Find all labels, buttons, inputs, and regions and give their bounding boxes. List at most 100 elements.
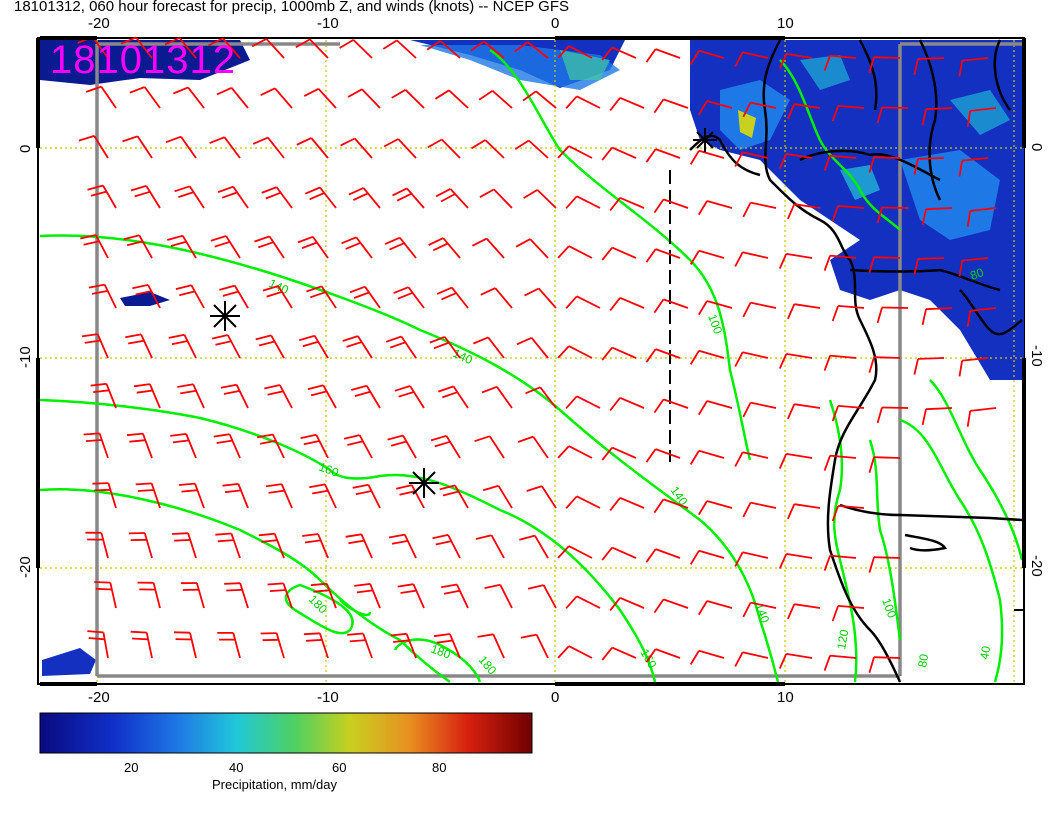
wind-barb xyxy=(516,336,549,359)
wind-barb xyxy=(477,633,505,659)
wind-barb xyxy=(868,456,901,473)
wind-barb xyxy=(868,156,901,173)
wind-barb xyxy=(264,384,293,409)
wind-barb xyxy=(251,38,285,59)
wind-barb xyxy=(823,54,857,71)
lon-tick-top: 0 xyxy=(551,15,559,32)
wind-barb xyxy=(601,346,637,361)
colorbar-tick: 40 xyxy=(229,760,243,775)
colorbar-tick: 60 xyxy=(332,760,346,775)
wind-barb xyxy=(397,583,425,609)
wind-barb xyxy=(921,207,953,225)
wind-barb xyxy=(92,482,117,509)
wind-barb xyxy=(778,653,813,669)
wind-barb xyxy=(87,630,109,659)
wind-barb xyxy=(261,186,293,209)
wind-barb xyxy=(471,237,505,259)
wind-barb xyxy=(831,105,865,122)
wind-barb xyxy=(868,356,901,373)
wind-barb xyxy=(310,582,337,609)
wind-barb xyxy=(742,501,777,518)
wind-barb xyxy=(645,48,681,63)
wind-barb xyxy=(393,286,425,309)
wind-barb xyxy=(778,53,813,69)
wind-barb xyxy=(173,631,197,659)
contour-label: 80 xyxy=(915,653,931,669)
wind-barb xyxy=(174,185,205,209)
wind-barb xyxy=(601,546,637,561)
wind-barb xyxy=(609,96,645,111)
wind-barb xyxy=(390,632,417,659)
wind-barb xyxy=(471,139,505,159)
wind-barb xyxy=(601,146,637,161)
wind-barb xyxy=(523,189,557,209)
wind-barb xyxy=(645,148,681,163)
lat-tick-right: -10 xyxy=(1028,345,1045,367)
wind-barb xyxy=(168,333,197,359)
wind-barb xyxy=(85,531,109,559)
wind-barb xyxy=(823,554,857,571)
wind-barb xyxy=(645,448,681,463)
wind-barb xyxy=(128,532,153,559)
low-marker xyxy=(409,468,439,498)
contour-label: 100 xyxy=(879,596,899,620)
lat-tick-right: -20 xyxy=(1028,555,1045,577)
contour-label: 80 xyxy=(968,265,986,283)
wind-barb xyxy=(348,187,381,209)
wind-barb xyxy=(517,435,549,459)
wind-barb xyxy=(122,135,153,159)
map-title: 18101312, 060 hour forecast for precip, … xyxy=(14,0,569,15)
wind-barb xyxy=(475,534,505,559)
wind-barb xyxy=(215,532,241,559)
lon-tick-top: -10 xyxy=(317,15,339,32)
wind-barb xyxy=(347,632,373,659)
wind-barb xyxy=(913,257,945,275)
wind-barb xyxy=(787,103,821,120)
wind-barb xyxy=(441,583,469,609)
wind-barb xyxy=(94,581,117,609)
wind-barb xyxy=(484,583,513,609)
wind-barb xyxy=(347,88,381,109)
wind-barb xyxy=(217,632,241,659)
wind-barb xyxy=(734,551,769,567)
wind-barb xyxy=(689,449,725,465)
lon-tick-bottom: -10 xyxy=(317,689,339,706)
boundary-dash xyxy=(669,170,1024,611)
wind-barb xyxy=(601,446,637,461)
wind-barb xyxy=(734,651,769,667)
wind-barb xyxy=(831,305,865,322)
low-marker xyxy=(210,301,240,331)
wind-barb xyxy=(262,285,293,309)
wind-barb xyxy=(565,395,601,409)
wind-barb xyxy=(434,89,469,109)
wind-barb xyxy=(921,307,953,325)
contour-label: 120 xyxy=(834,628,851,650)
wind-barb xyxy=(470,40,505,59)
wind-barb xyxy=(211,334,241,359)
wind-barb xyxy=(913,57,945,75)
wind-barb xyxy=(698,300,733,316)
wind-barb xyxy=(778,153,813,169)
wind-barb xyxy=(429,336,461,359)
wind-barb xyxy=(307,384,337,409)
wind-barb xyxy=(173,86,205,109)
wind-barb xyxy=(474,435,505,459)
wind-barb xyxy=(209,136,241,159)
wind-barb xyxy=(430,434,461,459)
wind-barb xyxy=(130,630,153,659)
wind-barb xyxy=(698,600,733,616)
wind-barb xyxy=(868,256,901,273)
wind-barb xyxy=(645,548,681,563)
wind-barb xyxy=(653,298,689,314)
wind-barb xyxy=(601,246,637,261)
wind-barb xyxy=(137,581,161,609)
lat-tick-left: -10 xyxy=(17,346,34,368)
wind-barb xyxy=(303,87,337,109)
wind-barb xyxy=(345,533,373,559)
wind-barb xyxy=(787,503,821,520)
wind-barb xyxy=(958,257,989,277)
wind-barb xyxy=(876,106,909,124)
wind-barb xyxy=(823,454,857,471)
wind-barb xyxy=(180,582,205,609)
wind-barb xyxy=(265,483,293,509)
